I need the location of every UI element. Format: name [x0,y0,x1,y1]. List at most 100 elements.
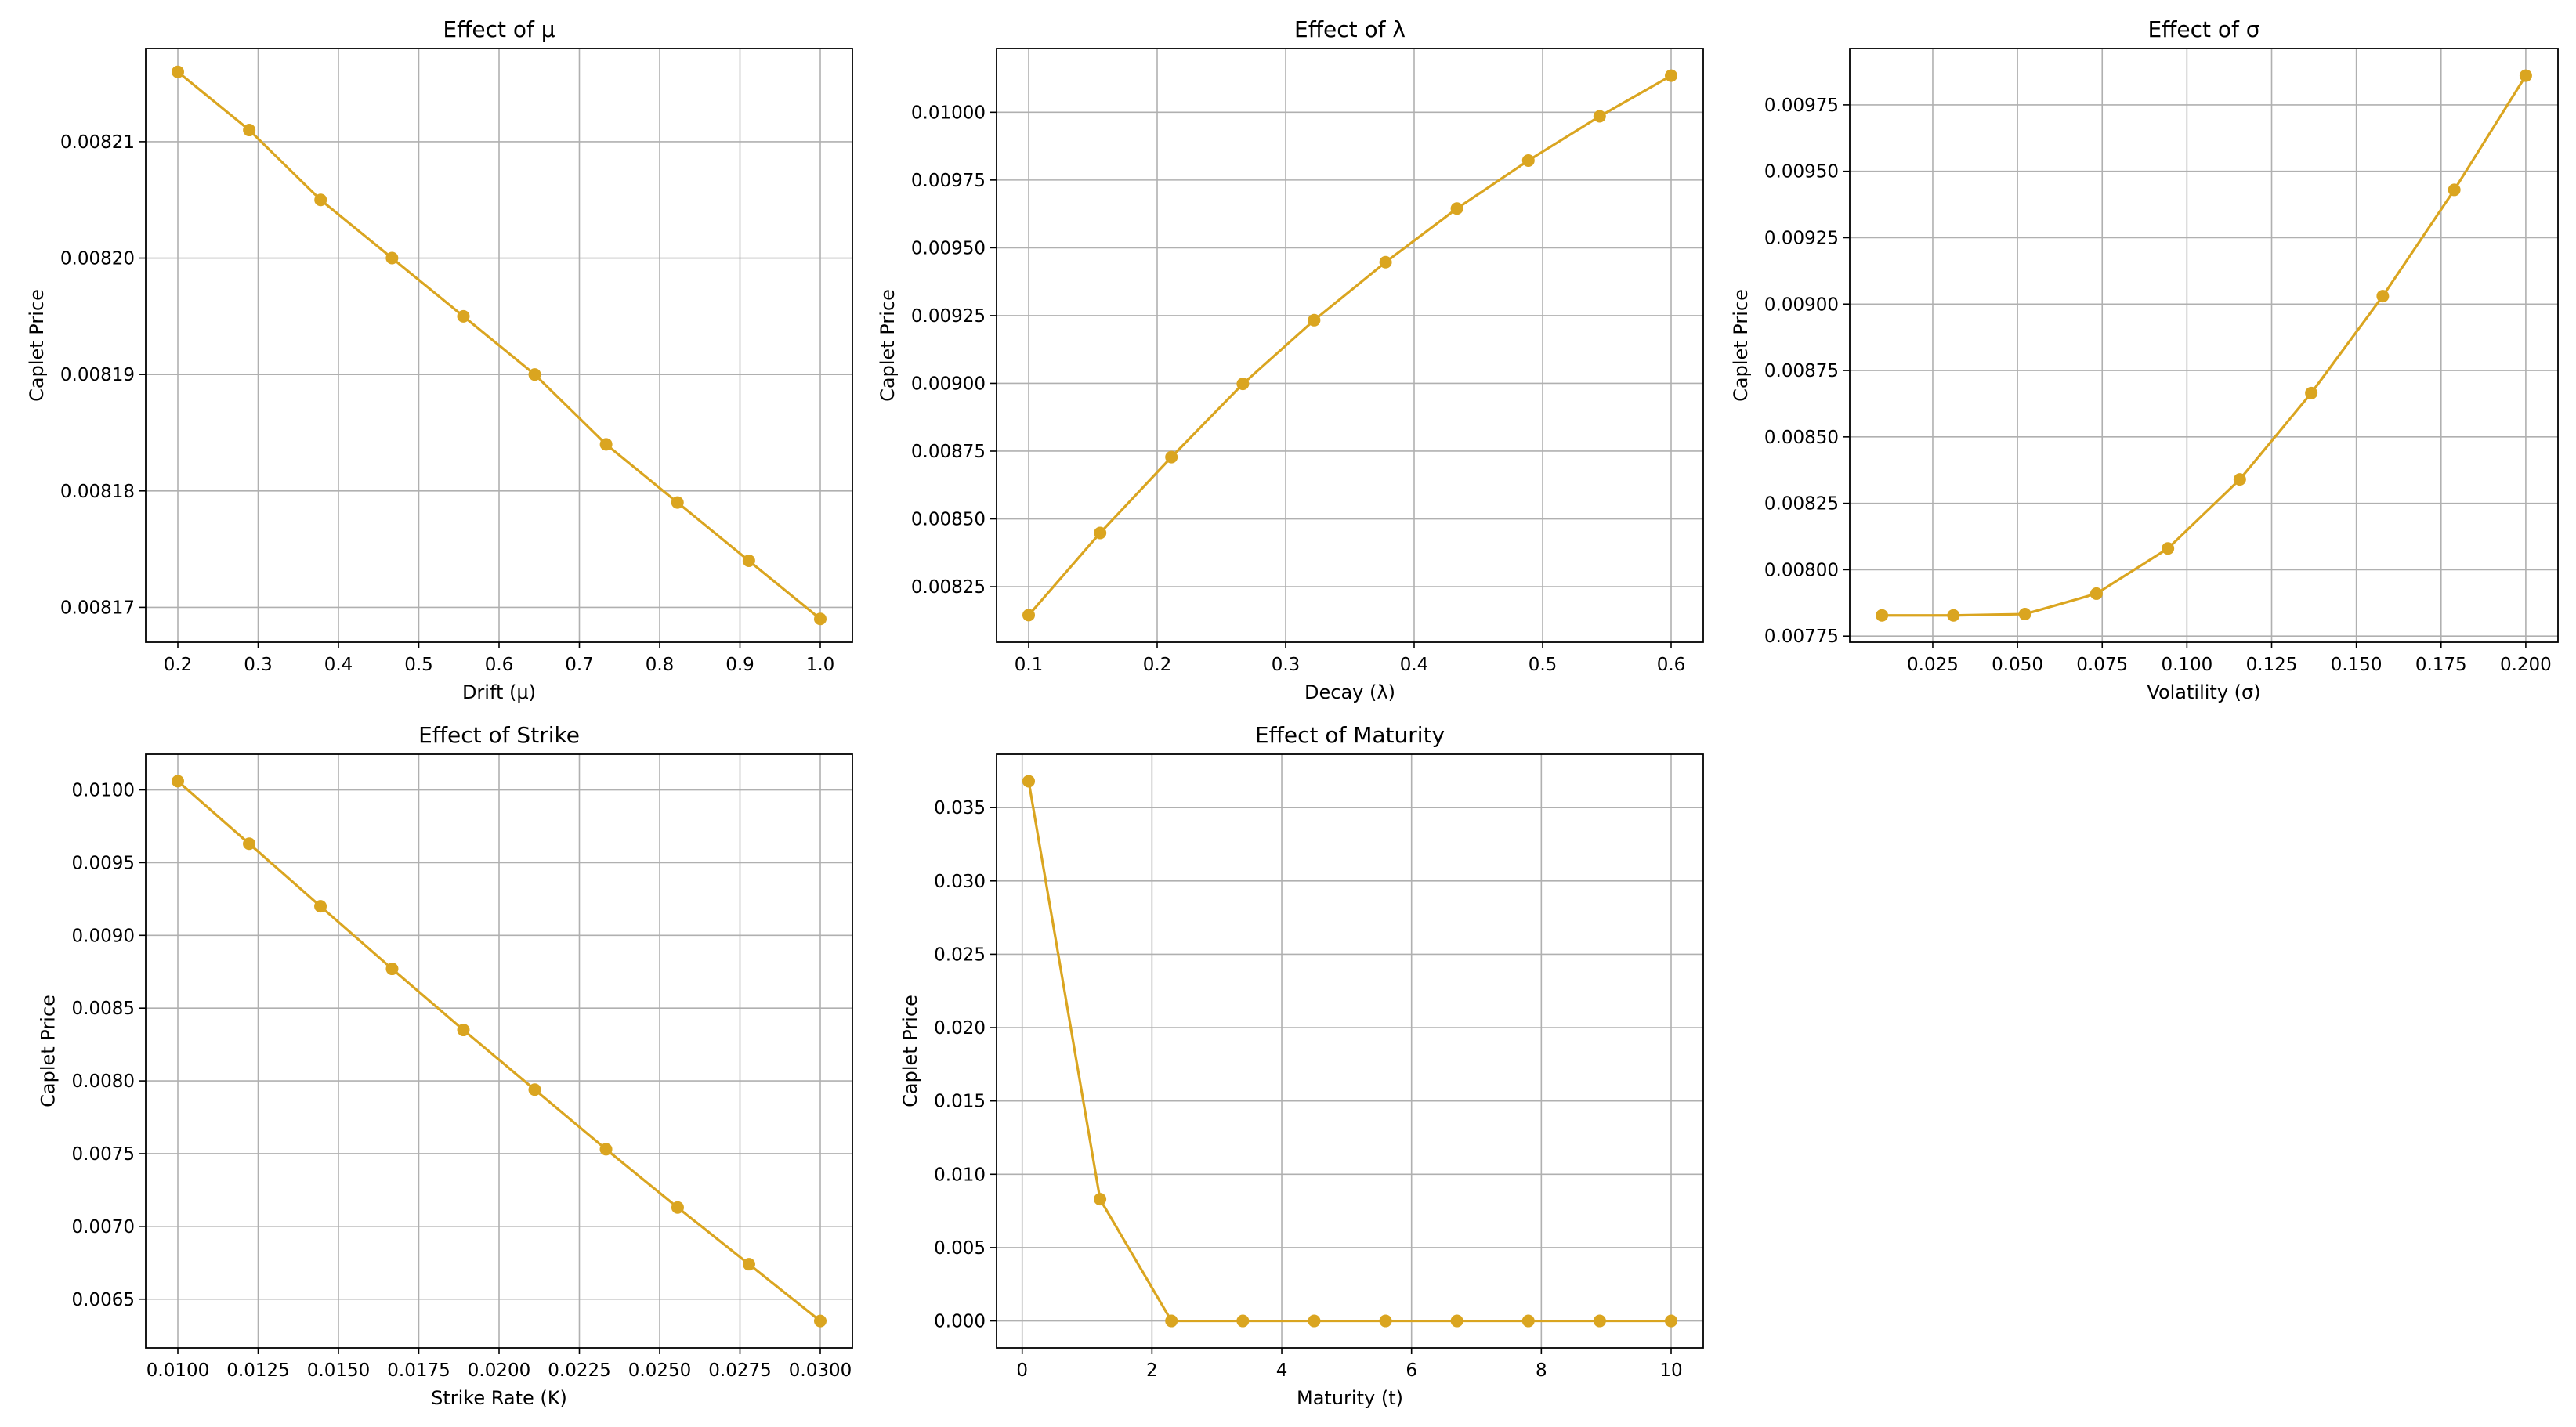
data-point [457,1024,470,1037]
y-tick-label: 0.020 [934,1018,986,1039]
x-tick-label: 0.1 [1015,655,1044,675]
data-point [243,837,256,851]
x-tick-label: 0.025 [1907,655,1959,675]
chart-panel-2: 0.1 0.2 0.3 0.4 0.5 0.6 0.00825 0.00850 0.00875 0… [877,16,1704,703]
y-tick-label: 0.00818 [60,482,135,502]
y-tick-label: 0.00819 [60,365,135,385]
data-point [243,124,256,137]
x-tick-label: 0.100 [2161,655,2212,675]
x-tick-label: 0.050 [1992,655,2043,675]
y-tick-label: 0.00817 [60,598,135,618]
data-point [671,496,684,509]
y-tick-label: 0.0090 [72,926,135,946]
x-tick-label: 0.4 [1400,655,1429,675]
y-tick-label: 0.00850 [1764,428,1839,448]
data-point [599,438,613,451]
y-tick-label: 0.00800 [1764,560,1839,580]
data-point [1022,609,1035,622]
y-tick-label: 0.0075 [72,1144,135,1165]
x-tick-label: 0 [1016,1360,1028,1381]
data-point [1379,1314,1392,1328]
y-tick-label: 0.00975 [911,171,986,191]
x-tick-label: 2 [1146,1360,1158,1381]
data-point [742,554,755,567]
x-tick-label: 0.0125 [226,1360,289,1381]
series-line [1027,74,1672,616]
chart-panel-5: 0 2 4 6 8 10 0.000 0.005 0.010 0.015 0.020 0.025 0.0… [899,722,1704,1409]
data-point [172,775,184,788]
data-point [1022,775,1035,788]
data-point [2519,69,2532,82]
series-line [1882,74,2527,617]
x-tick-label: 0.0275 [708,1360,771,1381]
x-axis-label: Maturity (t) [1297,1387,1403,1409]
y-tick-label: 0.00975 [1764,96,1839,116]
data-point [2233,473,2246,486]
x-tick-label: 0.0225 [548,1360,610,1381]
chart-title: Effect of μ [443,16,555,42]
y-tick-label: 0.000 [934,1312,986,1332]
x-tick-label: 0.0300 [789,1360,852,1381]
data-point [1094,526,1107,540]
data-point [1165,1314,1178,1328]
axes-frame [145,753,853,1349]
x-tick-label: 0.6 [485,655,514,675]
x-tick-label: 0.6 [1657,655,1686,675]
axes-frame [996,48,1704,643]
x-tick-label: 0.0100 [147,1360,209,1381]
x-tick-label: 0.3 [244,655,273,675]
y-tick-label: 0.01000 [911,103,986,123]
data-point [599,1143,613,1156]
x-tick-label: 0.0200 [468,1360,530,1381]
y-tick-label: 0.00821 [60,132,135,153]
data-point [1236,1314,1250,1328]
y-tick-label: 0.00875 [911,442,986,462]
y-tick-label: 0.00925 [1764,228,1839,248]
x-tick-label: 0.2 [164,655,193,675]
axes-frame [1849,48,2559,643]
data-point [1521,154,1535,167]
y-tick-label: 0.030 [934,872,986,892]
axes-frame [996,753,1704,1349]
data-point [1521,1314,1535,1328]
y-tick-label: 0.0080 [72,1071,135,1092]
y-tick-label: 0.005 [934,1238,986,1259]
y-tick-label: 0.0100 [72,781,135,801]
data-point [2448,183,2461,197]
x-tick-label: 0.0250 [628,1360,691,1381]
x-axis-label: Volatility (σ) [2147,681,2260,703]
x-tick-label: 0.125 [2246,655,2298,675]
x-tick-label: 0.5 [1529,655,1558,675]
x-tick-label: 0.9 [725,655,754,675]
y-axis-label: Caplet Price [877,289,899,402]
x-tick-label: 10 [1659,1360,1682,1381]
chart-panel-4: 0.0100 0.0125 0.0150 0.0175 0.0200 0.0225 0.02… [38,722,853,1409]
axes-frame [145,48,853,643]
y-tick-label: 0.00820 [60,249,135,269]
series-line [176,780,821,1322]
y-axis-label: Caplet Price [38,995,60,1107]
y-tick-label: 0.00775 [1764,627,1839,647]
x-tick-label: 0.200 [2500,655,2552,675]
chart-title: Effect of Strike [418,722,580,748]
data-point [2018,608,2031,621]
x-tick-label: 0.8 [646,655,675,675]
chart-title: Effect of Maturity [1255,722,1445,748]
data-point [314,900,327,913]
y-tick-label: 0.00900 [1764,294,1839,315]
y-tick-label: 0.0085 [72,999,135,1019]
x-axis-label: Decay (λ) [1304,681,1395,703]
data-point [2089,587,2103,600]
chart-title: Effect of λ [1294,16,1406,42]
y-tick-label: 0.00850 [911,510,986,530]
x-tick-label: 0.150 [2331,655,2382,675]
data-point [1379,255,1392,269]
data-point [671,1201,684,1214]
data-point [814,612,827,626]
data-point [1665,1314,1677,1328]
chart-panel-3: 0.025 0.050 0.075 0.100 0.125 0.150 0.175 0.200… [1730,16,2559,703]
x-tick-label: 0.4 [324,655,353,675]
x-tick-label: 0.0175 [387,1360,450,1381]
data-point [314,193,327,207]
y-tick-label: 0.00875 [1764,361,1839,381]
